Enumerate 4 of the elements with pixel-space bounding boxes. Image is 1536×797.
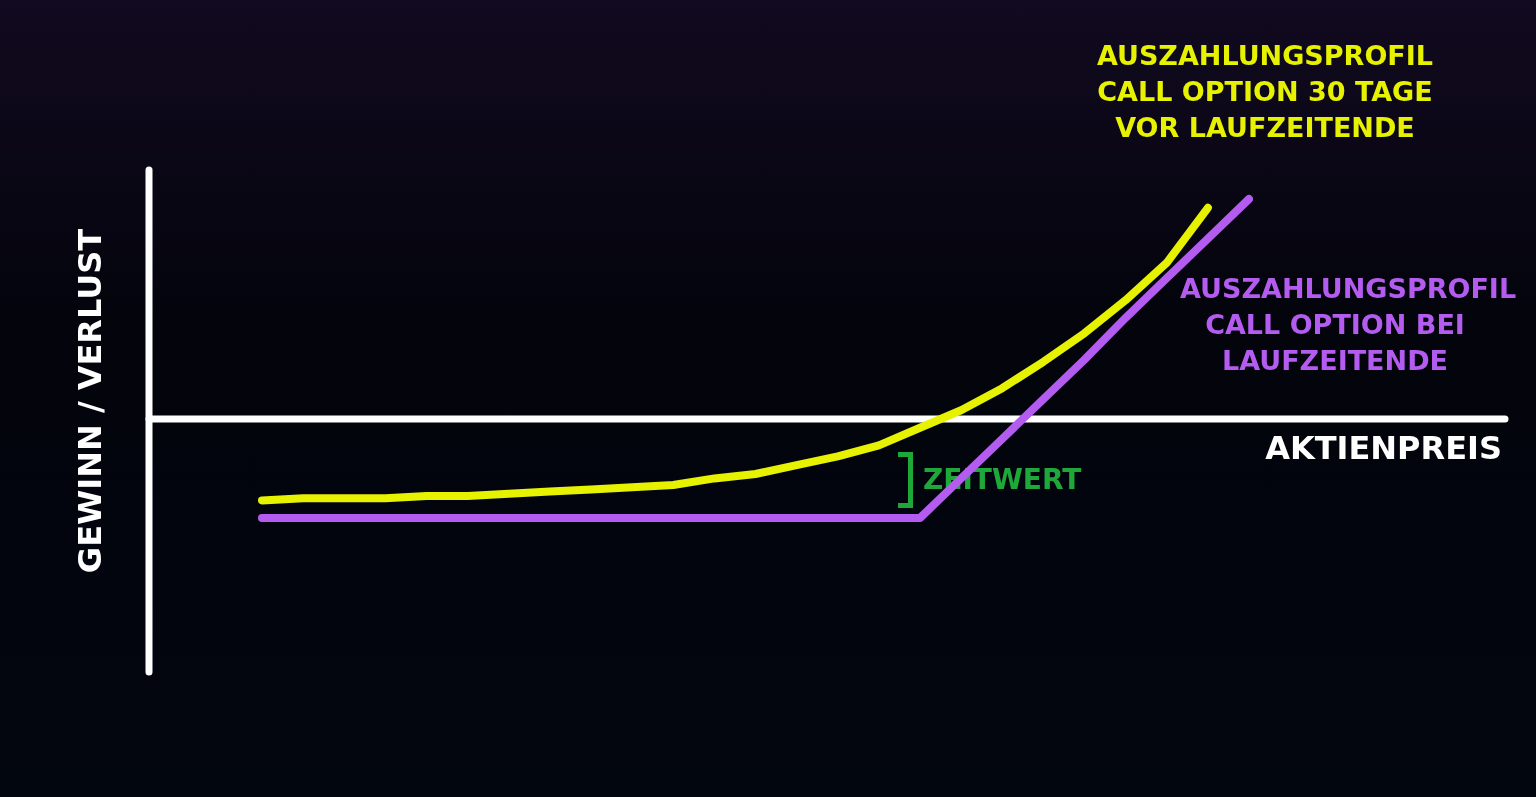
y-axis-title: GEWINN / VERLUST <box>71 227 109 576</box>
x-axis-title: AKTIENPREIS <box>1265 429 1502 467</box>
text: AUSZAHLUNGSPROFIL CALL OPTION 30 TAGE VOR LAUFZEITENDE <box>1095 39 1435 145</box>
series-label: AUSZAHLUNGSPROFIL CALL OPTION BEI LAUFZEITENDE <box>1180 272 1517 378</box>
